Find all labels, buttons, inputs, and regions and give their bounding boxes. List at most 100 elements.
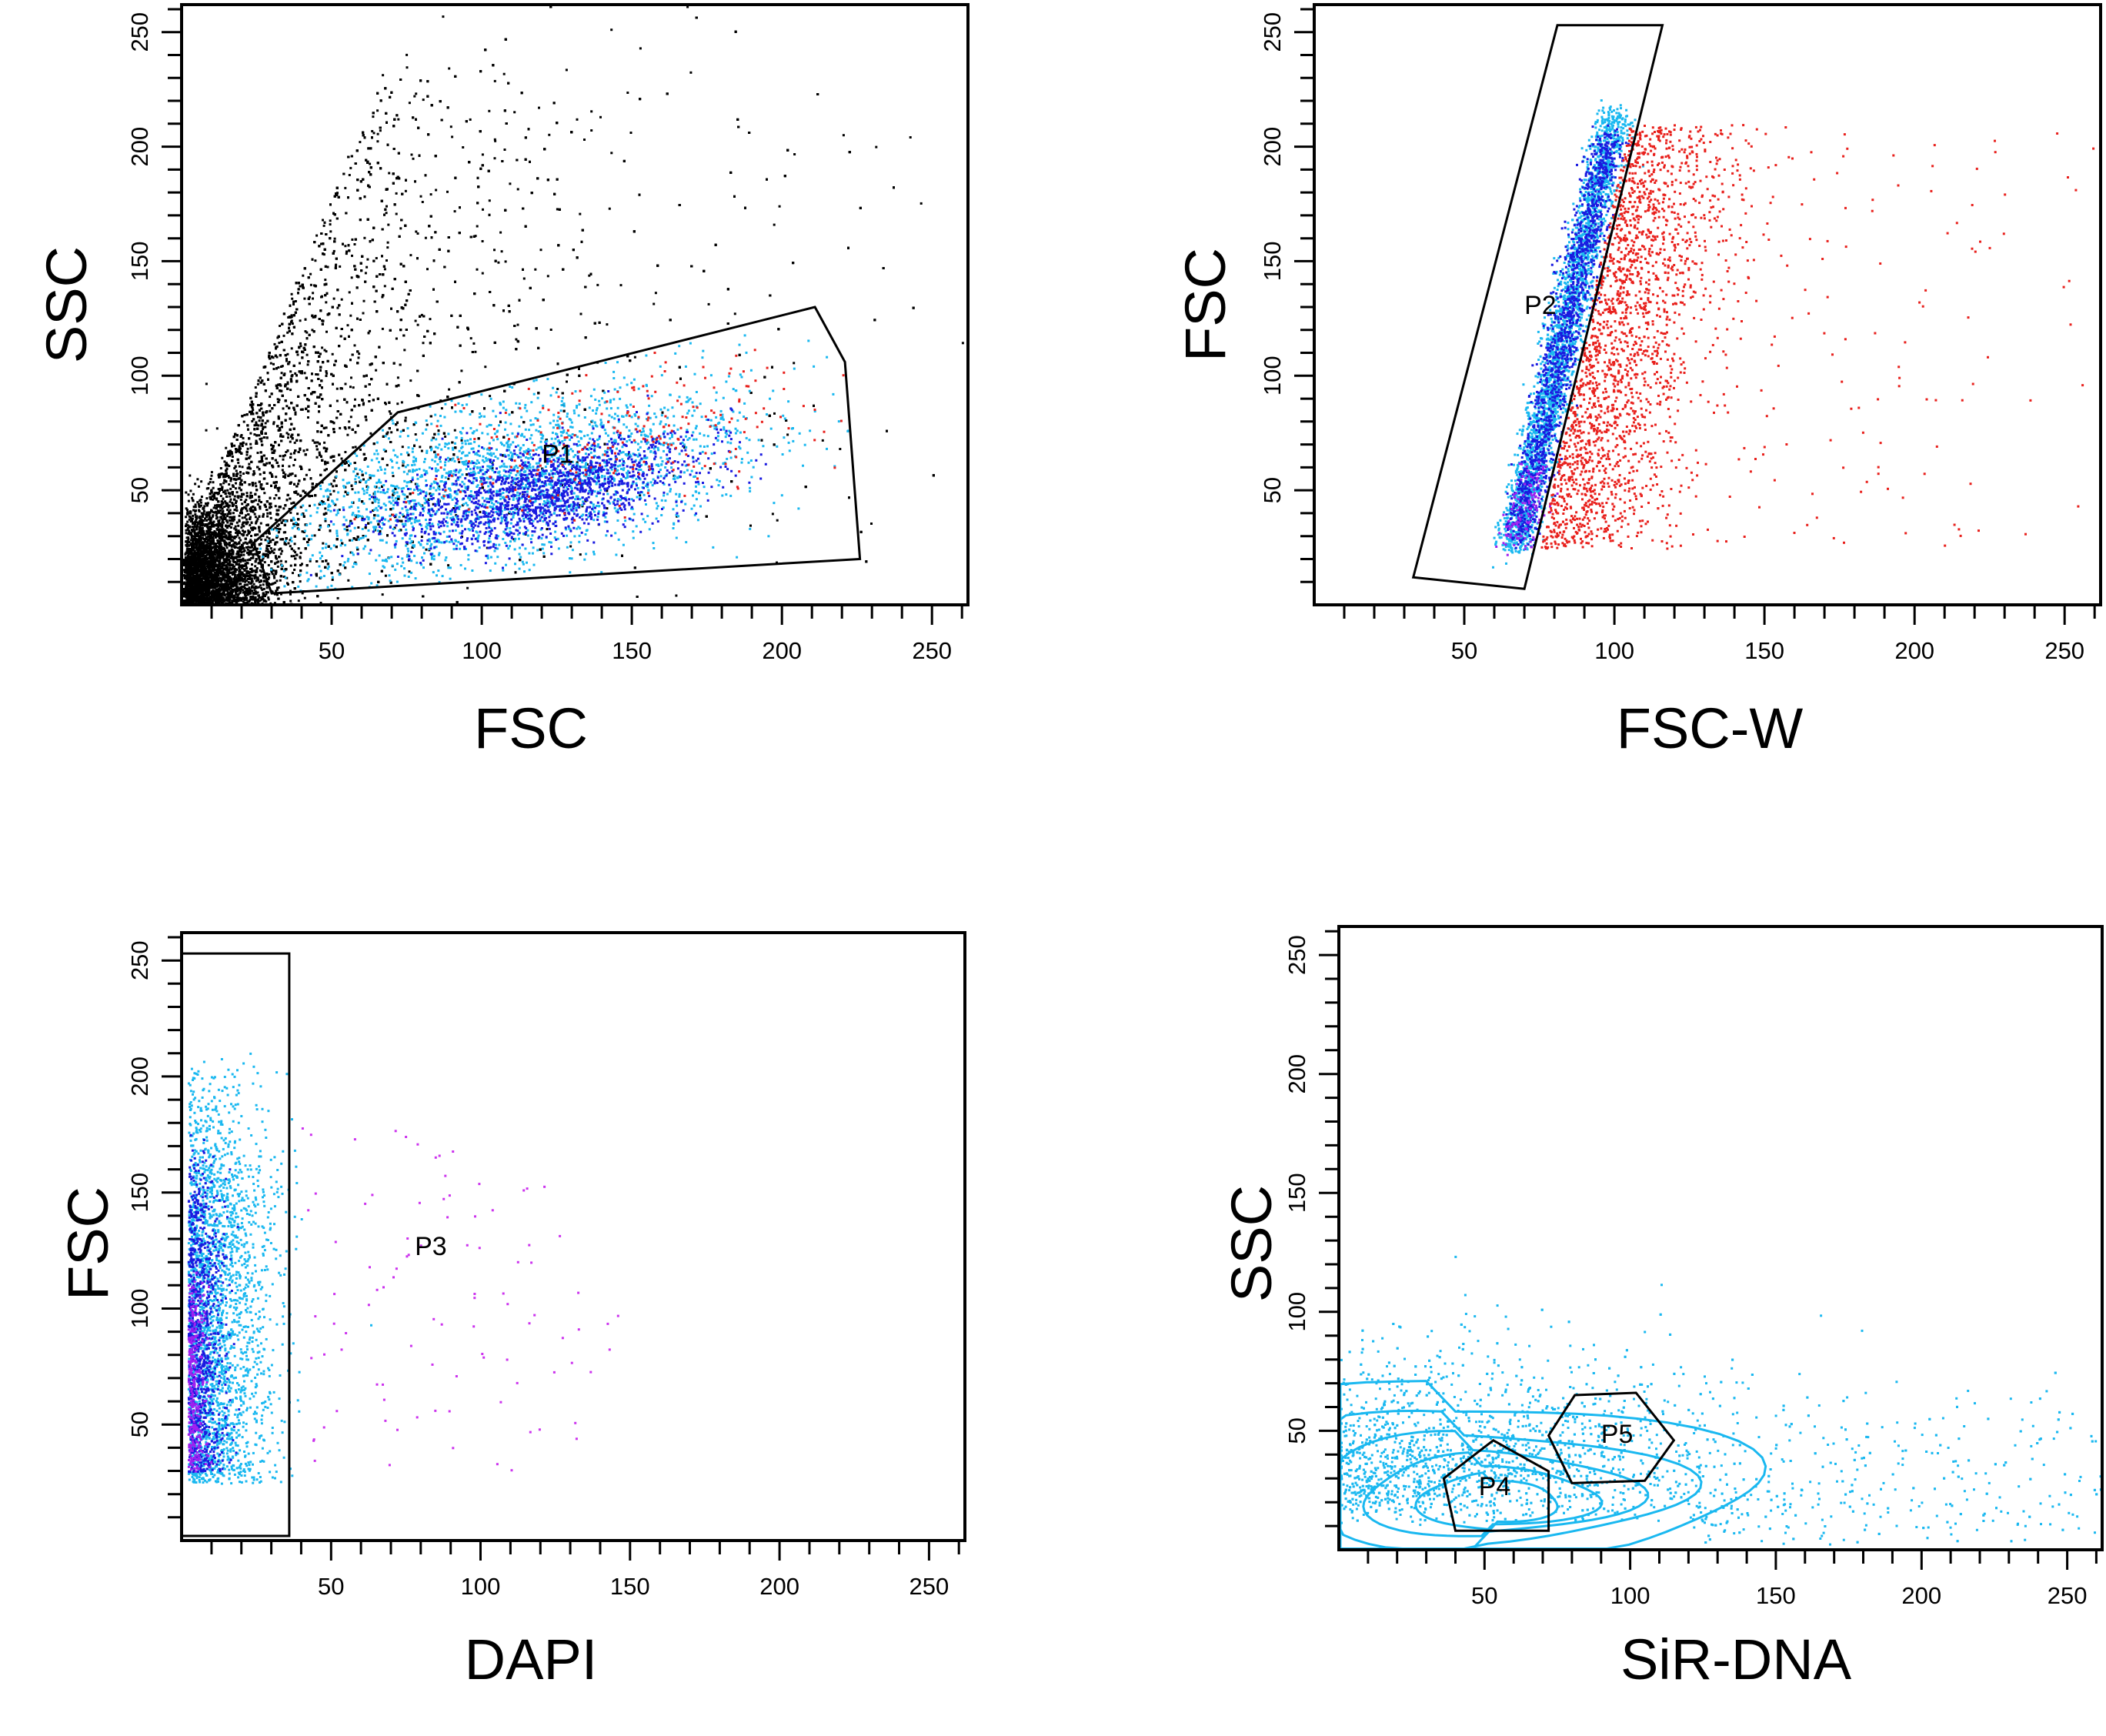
panel-a-point: [429, 318, 432, 321]
panel-a-point: [204, 517, 206, 520]
panel-a-point: [264, 426, 267, 429]
panel-a-point: [771, 512, 774, 516]
panel-a-point: [335, 263, 338, 266]
panel-a-point: [610, 28, 613, 32]
panel-a-point: [281, 365, 284, 368]
panel-a-point: [285, 432, 289, 435]
panel-a-point: [303, 297, 306, 300]
panel-a-point: [325, 426, 328, 429]
panel-a-point: [228, 465, 231, 467]
panel-a-point: [329, 230, 332, 233]
panel-a-point: [290, 292, 293, 295]
panel-a-point: [262, 512, 265, 516]
panel-a-point: [301, 530, 304, 533]
panel-a-point: [359, 448, 362, 451]
panel-a-point: [368, 394, 371, 396]
panel-a-point: [347, 579, 350, 582]
panel-a-point: [309, 272, 312, 275]
panel-a-point: [338, 509, 341, 511]
panel-a-point: [212, 498, 215, 501]
panel-a-point: [229, 500, 232, 503]
panel-a-point: [395, 192, 398, 195]
panel-a-point: [212, 486, 215, 489]
panel-a-point: [386, 246, 389, 249]
panel-a-point: [229, 538, 232, 541]
panel-a-point: [331, 420, 334, 423]
panel-a-point: [549, 329, 552, 331]
panel-a-point: [233, 444, 236, 447]
panel-a-point: [460, 439, 463, 442]
panel-a-point: [442, 15, 445, 18]
panel-a-point: [297, 482, 299, 486]
panel-a-point: [272, 356, 275, 359]
panel-a-point: [429, 193, 432, 196]
panel-a-point: [285, 405, 289, 408]
panel-a-point: [426, 268, 429, 271]
panel-a-point: [358, 352, 361, 356]
panel-a-point: [246, 447, 249, 450]
panel-a-point: [249, 455, 252, 458]
panel-a-point: [497, 261, 500, 264]
panel-a-point: [248, 462, 251, 466]
panel-a-point: [308, 295, 311, 299]
panel-a-point: [299, 580, 302, 583]
panel-a-point: [381, 295, 384, 299]
panel-a-point: [243, 413, 246, 416]
panel-a-point: [272, 421, 275, 424]
panel-a-point: [351, 488, 354, 491]
panel-a-point: [275, 476, 278, 479]
panel-a-point: [329, 223, 332, 226]
panel-a-point: [296, 353, 299, 356]
panel-a-point: [255, 421, 258, 424]
panel-a-point: [778, 205, 781, 208]
panel-a-point: [538, 106, 540, 109]
panel-a-point: [363, 236, 366, 239]
panel-a-point: [371, 130, 374, 132]
panel-a-point: [233, 467, 236, 469]
panel-a-point: [309, 504, 311, 507]
panel-a-point: [257, 424, 260, 427]
panel-a-point: [231, 452, 234, 456]
panel-a-point: [408, 102, 411, 105]
panel-a-point: [451, 135, 454, 139]
panel-a-point: [312, 292, 315, 295]
panel-a-point: [239, 474, 242, 477]
panel-a-point: [269, 516, 272, 519]
panel-a-point: [369, 162, 372, 165]
panel-a-point: [319, 352, 322, 356]
panel-a-point: [397, 118, 400, 121]
panel-a-point: [301, 592, 304, 595]
panel-a-point: [599, 115, 602, 119]
panel-a-point: [387, 223, 390, 226]
panel-a-point: [420, 449, 423, 452]
panel-a-point: [576, 461, 579, 464]
panel-a-point: [314, 259, 317, 262]
panel-a-point: [484, 366, 487, 369]
panel-a-point: [329, 492, 332, 496]
panel-a-point: [276, 398, 279, 401]
panel-a-point: [385, 463, 389, 466]
panel-a-point: [306, 363, 309, 366]
panel-a-point: [371, 501, 374, 504]
panel-a-point: [325, 350, 328, 353]
panel-a-point: [440, 407, 443, 410]
panel-a-point: [383, 285, 386, 288]
panel-a-point: [448, 388, 451, 391]
panel-a-point: [256, 382, 259, 386]
panel-a-point: [376, 140, 379, 143]
panel-a-point: [270, 473, 273, 476]
panel-a-point: [324, 460, 326, 463]
panel-a-point: [231, 493, 234, 496]
panel-a-point: [365, 265, 369, 269]
panel-a-point: [412, 157, 415, 160]
panel-a-point: [283, 372, 286, 376]
panel-a-point: [773, 223, 776, 226]
panel-a-point: [290, 315, 293, 319]
panel-a-point: [263, 492, 266, 495]
panel-a-point: [287, 316, 290, 319]
panel-a-point: [329, 219, 332, 222]
panel-a-point: [304, 330, 307, 333]
panel-a-point: [356, 472, 359, 476]
panel-a-point: [324, 279, 327, 282]
